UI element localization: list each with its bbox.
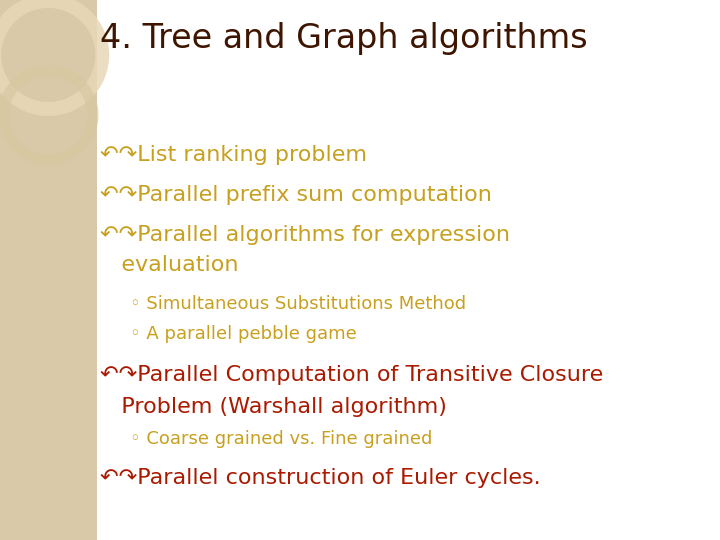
Text: ↶↷List ranking problem: ↶↷List ranking problem xyxy=(100,145,367,165)
Text: ↶↷Parallel construction of Euler cycles.: ↶↷Parallel construction of Euler cycles. xyxy=(100,468,541,488)
Text: ◦ Simultaneous Substitutions Method: ◦ Simultaneous Substitutions Method xyxy=(130,295,466,313)
Text: ◦ Coarse grained vs. Fine grained: ◦ Coarse grained vs. Fine grained xyxy=(130,430,433,448)
Text: ↶↷Parallel algorithms for expression: ↶↷Parallel algorithms for expression xyxy=(100,225,510,245)
Bar xyxy=(0,0,97,540)
Text: evaluation: evaluation xyxy=(100,255,238,275)
Text: ↶↷Parallel prefix sum computation: ↶↷Parallel prefix sum computation xyxy=(100,185,492,205)
Text: Problem (Warshall algorithm): Problem (Warshall algorithm) xyxy=(100,397,447,417)
Text: 4. Tree and Graph algorithms: 4. Tree and Graph algorithms xyxy=(100,22,588,55)
Text: ↶↷Parallel Computation of Transitive Closure: ↶↷Parallel Computation of Transitive Clo… xyxy=(100,365,603,385)
Text: ◦ A parallel pebble game: ◦ A parallel pebble game xyxy=(130,325,356,343)
